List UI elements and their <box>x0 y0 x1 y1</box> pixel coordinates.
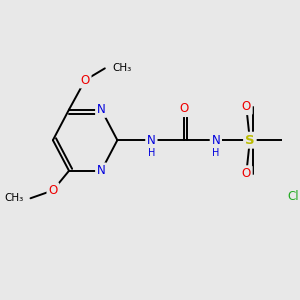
Text: O: O <box>242 167 251 180</box>
Text: O: O <box>179 102 188 115</box>
Text: O: O <box>48 184 58 197</box>
Text: H: H <box>212 148 220 158</box>
Text: O: O <box>80 74 90 87</box>
Text: Cl: Cl <box>287 190 299 203</box>
Text: O: O <box>242 100 251 113</box>
Text: H: H <box>148 148 155 158</box>
Text: N: N <box>147 134 156 147</box>
Text: S: S <box>245 134 255 147</box>
Text: CH₃: CH₃ <box>112 63 131 74</box>
Text: N: N <box>97 103 106 116</box>
Text: CH₃: CH₃ <box>4 193 23 203</box>
Text: N: N <box>97 164 106 177</box>
Text: N: N <box>212 134 220 147</box>
